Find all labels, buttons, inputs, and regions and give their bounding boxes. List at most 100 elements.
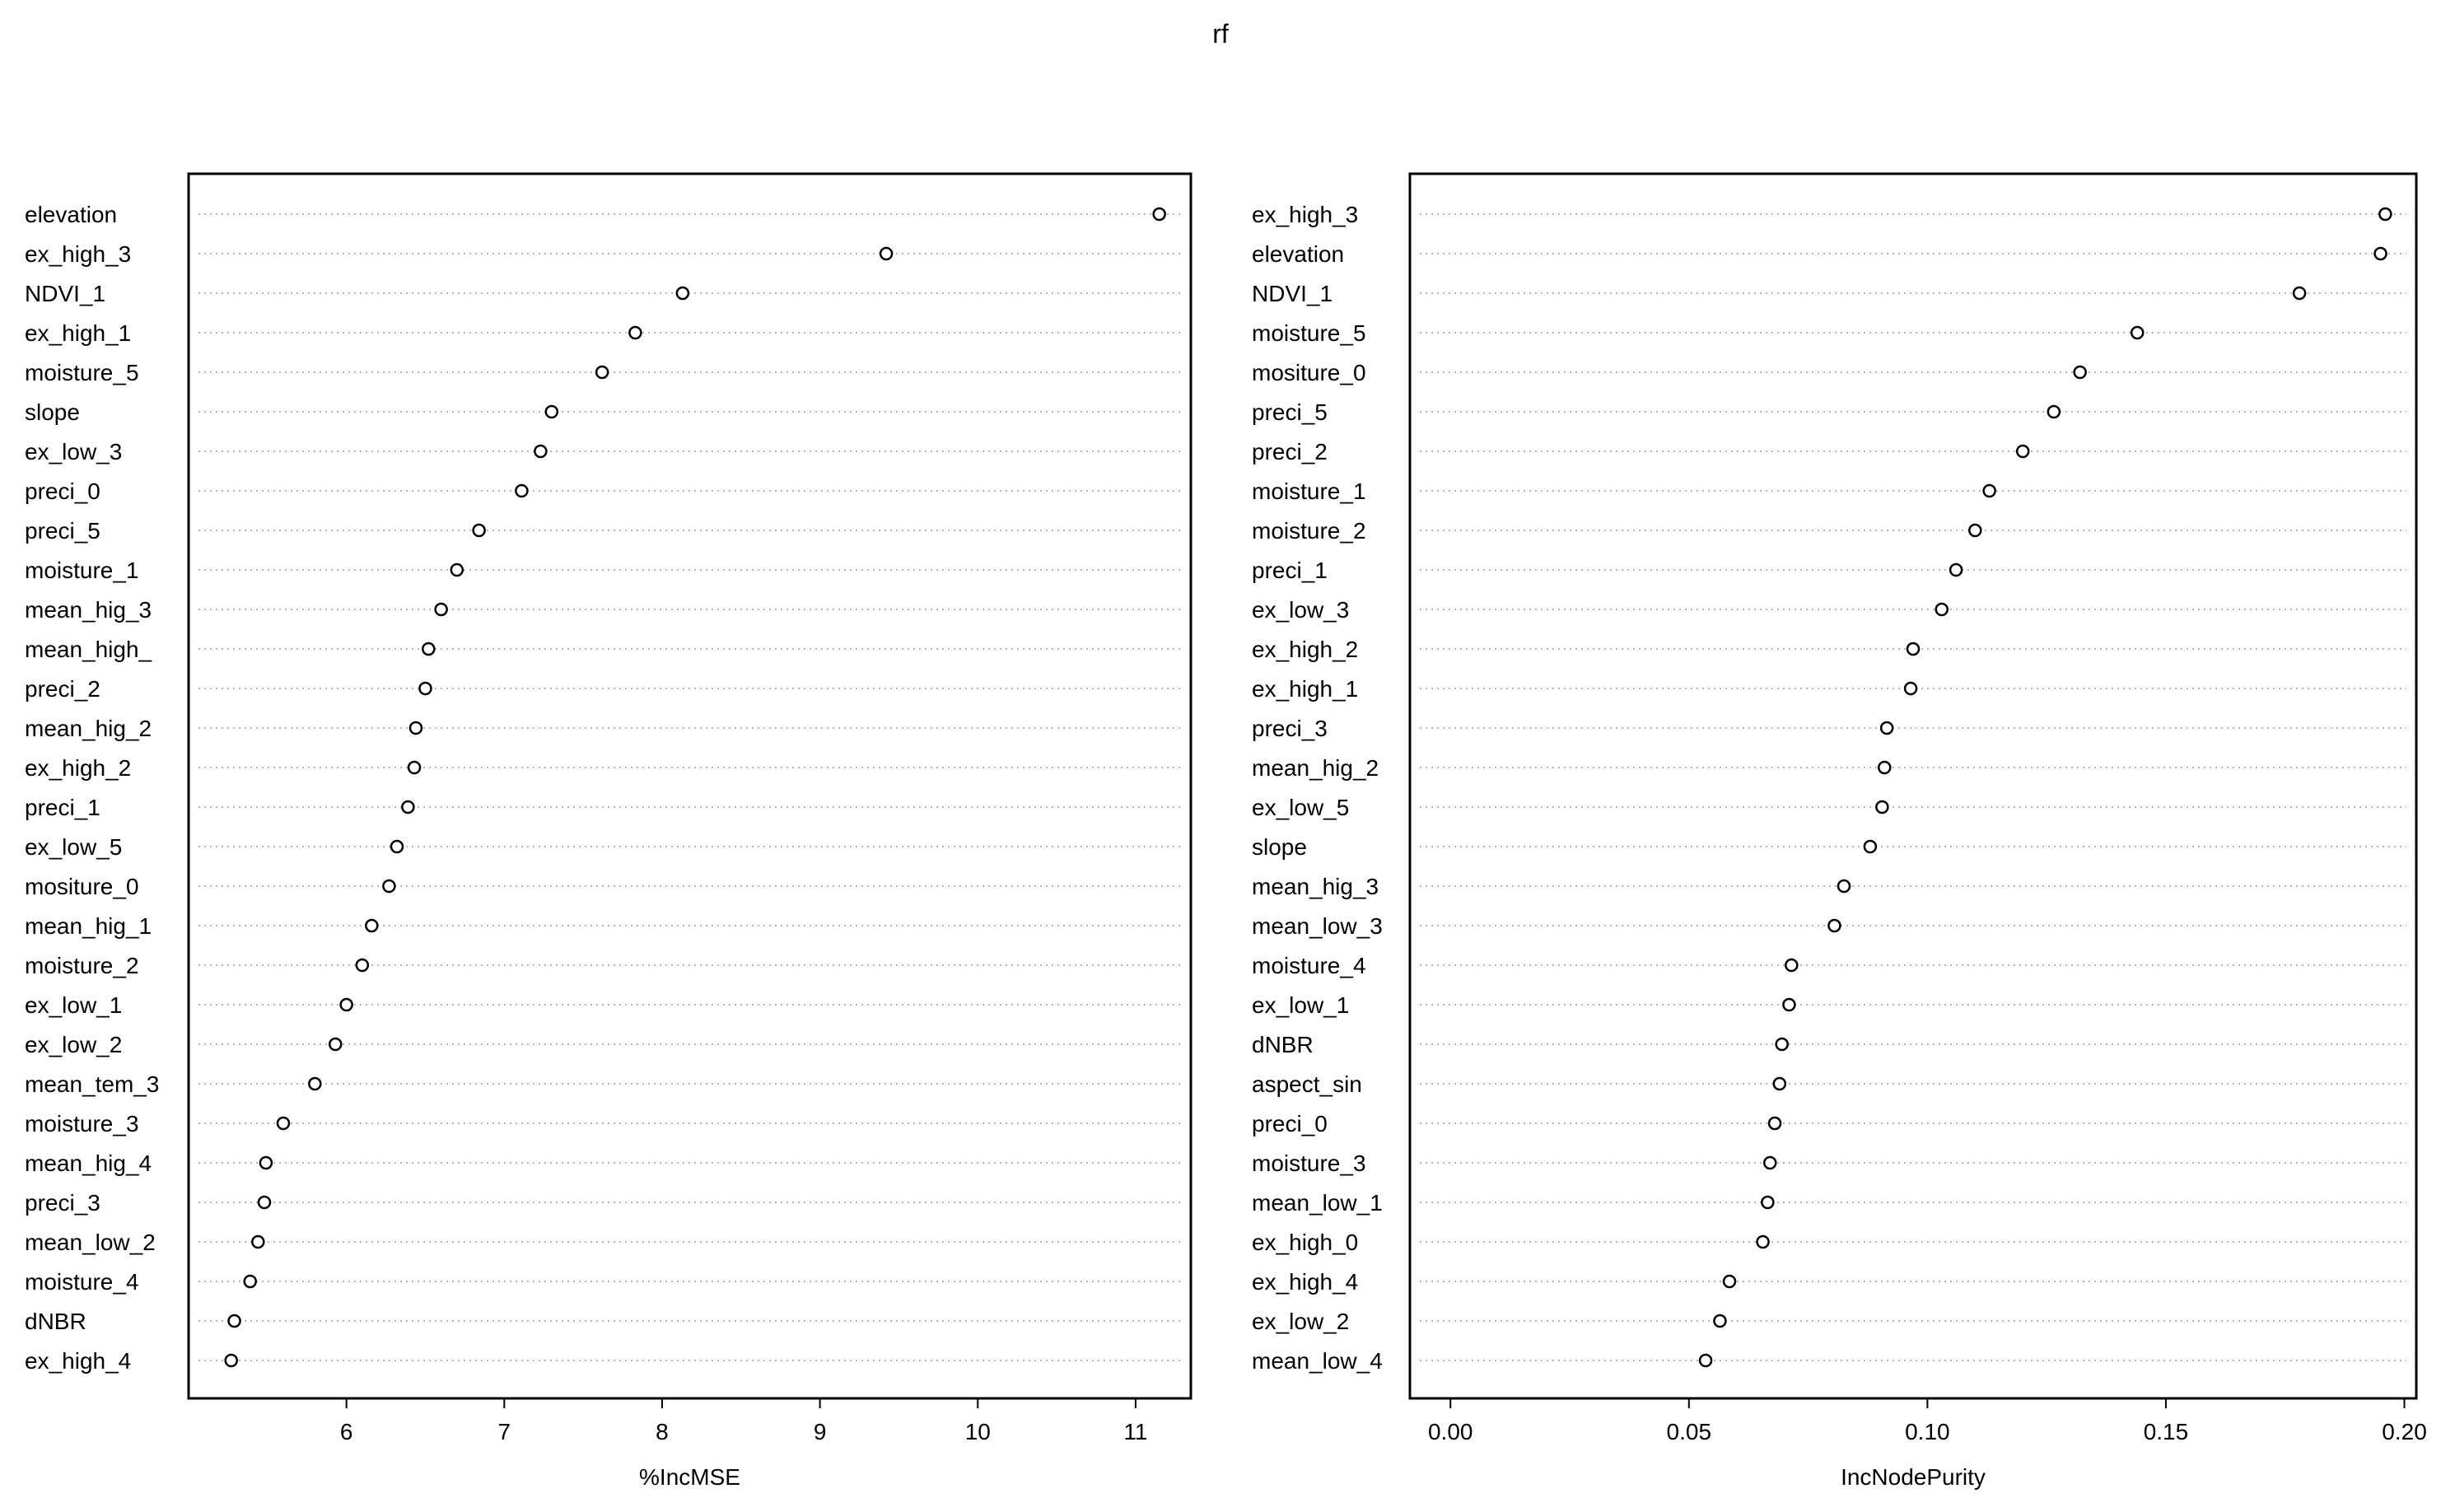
variable-label: preci_5: [1252, 399, 1328, 425]
importance-point: [227, 1314, 241, 1328]
variable-label: mean_hig_3: [25, 597, 152, 623]
importance-point: [544, 404, 559, 419]
x-tick-label: 0.00: [1428, 1419, 1473, 1444]
variable-label: moisture_1: [25, 558, 139, 583]
importance-point: [1756, 1234, 1770, 1249]
variable-label: ex_high_4: [25, 1348, 131, 1374]
x-tick-label: 11: [1123, 1419, 1147, 1444]
importance-point: [1761, 1195, 1775, 1210]
variable-label: moisture_5: [25, 360, 139, 385]
variable-label: ex_high_3: [1252, 202, 1358, 227]
variable-label: mean_hig_1: [25, 913, 152, 939]
variable-label: ex_high_1: [1252, 676, 1358, 702]
variable-label: preci_2: [25, 676, 100, 702]
variable-label: dNBR: [25, 1309, 86, 1334]
importance-point: [390, 839, 404, 854]
variable-label: slope: [1252, 834, 1307, 860]
importance-point: [355, 958, 370, 973]
variable-label: moisture_3: [1252, 1150, 1366, 1176]
importance-point: [1763, 1155, 1777, 1170]
importance-point: [276, 1116, 291, 1131]
variable-label: ex_high_2: [1252, 637, 1358, 662]
importance-point: [401, 800, 415, 814]
variable-label: ex_low_3: [1252, 597, 1349, 623]
variable-label: NDVI_1: [25, 281, 105, 306]
variable-label: ex_low_2: [25, 1032, 122, 1057]
importance-point: [2015, 444, 2030, 459]
variable-label: elevation: [1252, 241, 1344, 267]
importance-point: [675, 286, 690, 301]
importance-point: [2073, 365, 2087, 380]
variable-label: dNBR: [1252, 1032, 1314, 1057]
variable-label: ex_low_5: [1252, 795, 1349, 820]
importance-point: [243, 1274, 257, 1289]
importance-point: [308, 1076, 322, 1091]
variable-label: ex_low_2: [1252, 1309, 1349, 1334]
importance-point: [1827, 918, 1841, 933]
x-tick-label: 9: [814, 1419, 827, 1444]
variable-label: preci_0: [25, 478, 100, 504]
variable-label: mositure_0: [1252, 360, 1366, 385]
importance-point: [1863, 839, 1878, 854]
importance-point: [407, 760, 422, 775]
variable-label: mean_low_2: [25, 1230, 156, 1255]
variable-label: ex_high_0: [1252, 1230, 1358, 1255]
importance-point: [1713, 1314, 1727, 1328]
variable-label: ex_low_1: [25, 992, 122, 1018]
figure-title: rf: [1212, 19, 1229, 49]
x-tick-label: 10: [965, 1419, 991, 1444]
importance-point: [1775, 1037, 1789, 1052]
importance-point: [422, 642, 436, 656]
importance-point: [515, 483, 529, 498]
variable-label: preci_5: [25, 518, 100, 544]
importance-point: [1906, 642, 1921, 656]
importance-point: [1879, 721, 1894, 735]
variable-label: preci_0: [1252, 1111, 1328, 1136]
importance-point: [257, 1195, 272, 1210]
variable-label: ex_high_1: [25, 320, 131, 346]
importance-point: [224, 1353, 238, 1368]
importance-point: [1782, 997, 1796, 1012]
variable-label: elevation: [25, 202, 117, 227]
x-tick-label: 8: [656, 1419, 669, 1444]
variable-label: preci_1: [25, 795, 100, 820]
importance-point: [365, 918, 379, 933]
importance-point: [1935, 602, 1949, 617]
variable-label: slope: [25, 399, 80, 425]
incnodepurity-axis-title: IncNodePurity: [1841, 1464, 1986, 1490]
variable-label: moisture_2: [25, 953, 139, 978]
importance-point: [472, 523, 486, 538]
variable-label: preci_3: [1252, 716, 1328, 741]
plot-frame: [1408, 172, 2418, 1400]
variable-label: mean_hig_3: [1252, 874, 1379, 899]
variable-label: ex_low_3: [25, 439, 122, 464]
importance-point: [595, 365, 609, 380]
importance-point: [534, 444, 548, 459]
variable-label: moisture_5: [1252, 320, 1366, 346]
incnodepurity-panel: ex_high_3 elevation NDVI_1 moisture_5mositu…: [1252, 172, 2427, 1490]
variable-label: mean_high_: [25, 637, 152, 662]
plot-frame: [187, 172, 1192, 1400]
x-tick-label: 0.05: [1667, 1419, 1712, 1444]
importance-point: [450, 562, 464, 577]
variable-label: ex_low_5: [25, 834, 122, 860]
x-tick-label: 6: [340, 1419, 353, 1444]
incmse-panel: elevation ex_high_3 NDVI_1 ex_high_1moistur…: [25, 172, 1192, 1490]
importance-point: [2130, 325, 2145, 340]
importance-point: [2378, 207, 2392, 222]
variable-label: mean_low_4: [1252, 1348, 1383, 1374]
importance-point: [879, 246, 894, 261]
importance-point: [1152, 207, 1166, 222]
variable-label: aspect_sin: [1252, 1071, 1362, 1097]
variable-label: mean_hig_4: [25, 1150, 152, 1176]
importance-point: [1767, 1116, 1782, 1131]
variable-label: moisture_4: [1252, 953, 1366, 978]
variable-label: preci_3: [25, 1190, 100, 1216]
variable-label: mean_low_3: [1252, 913, 1383, 939]
variable-label: ex_high_3: [25, 241, 131, 267]
x-tick-label: 0.10: [1905, 1419, 1950, 1444]
importance-point: [1878, 760, 1892, 775]
importance-point: [328, 1037, 343, 1052]
importance-point: [339, 997, 353, 1012]
